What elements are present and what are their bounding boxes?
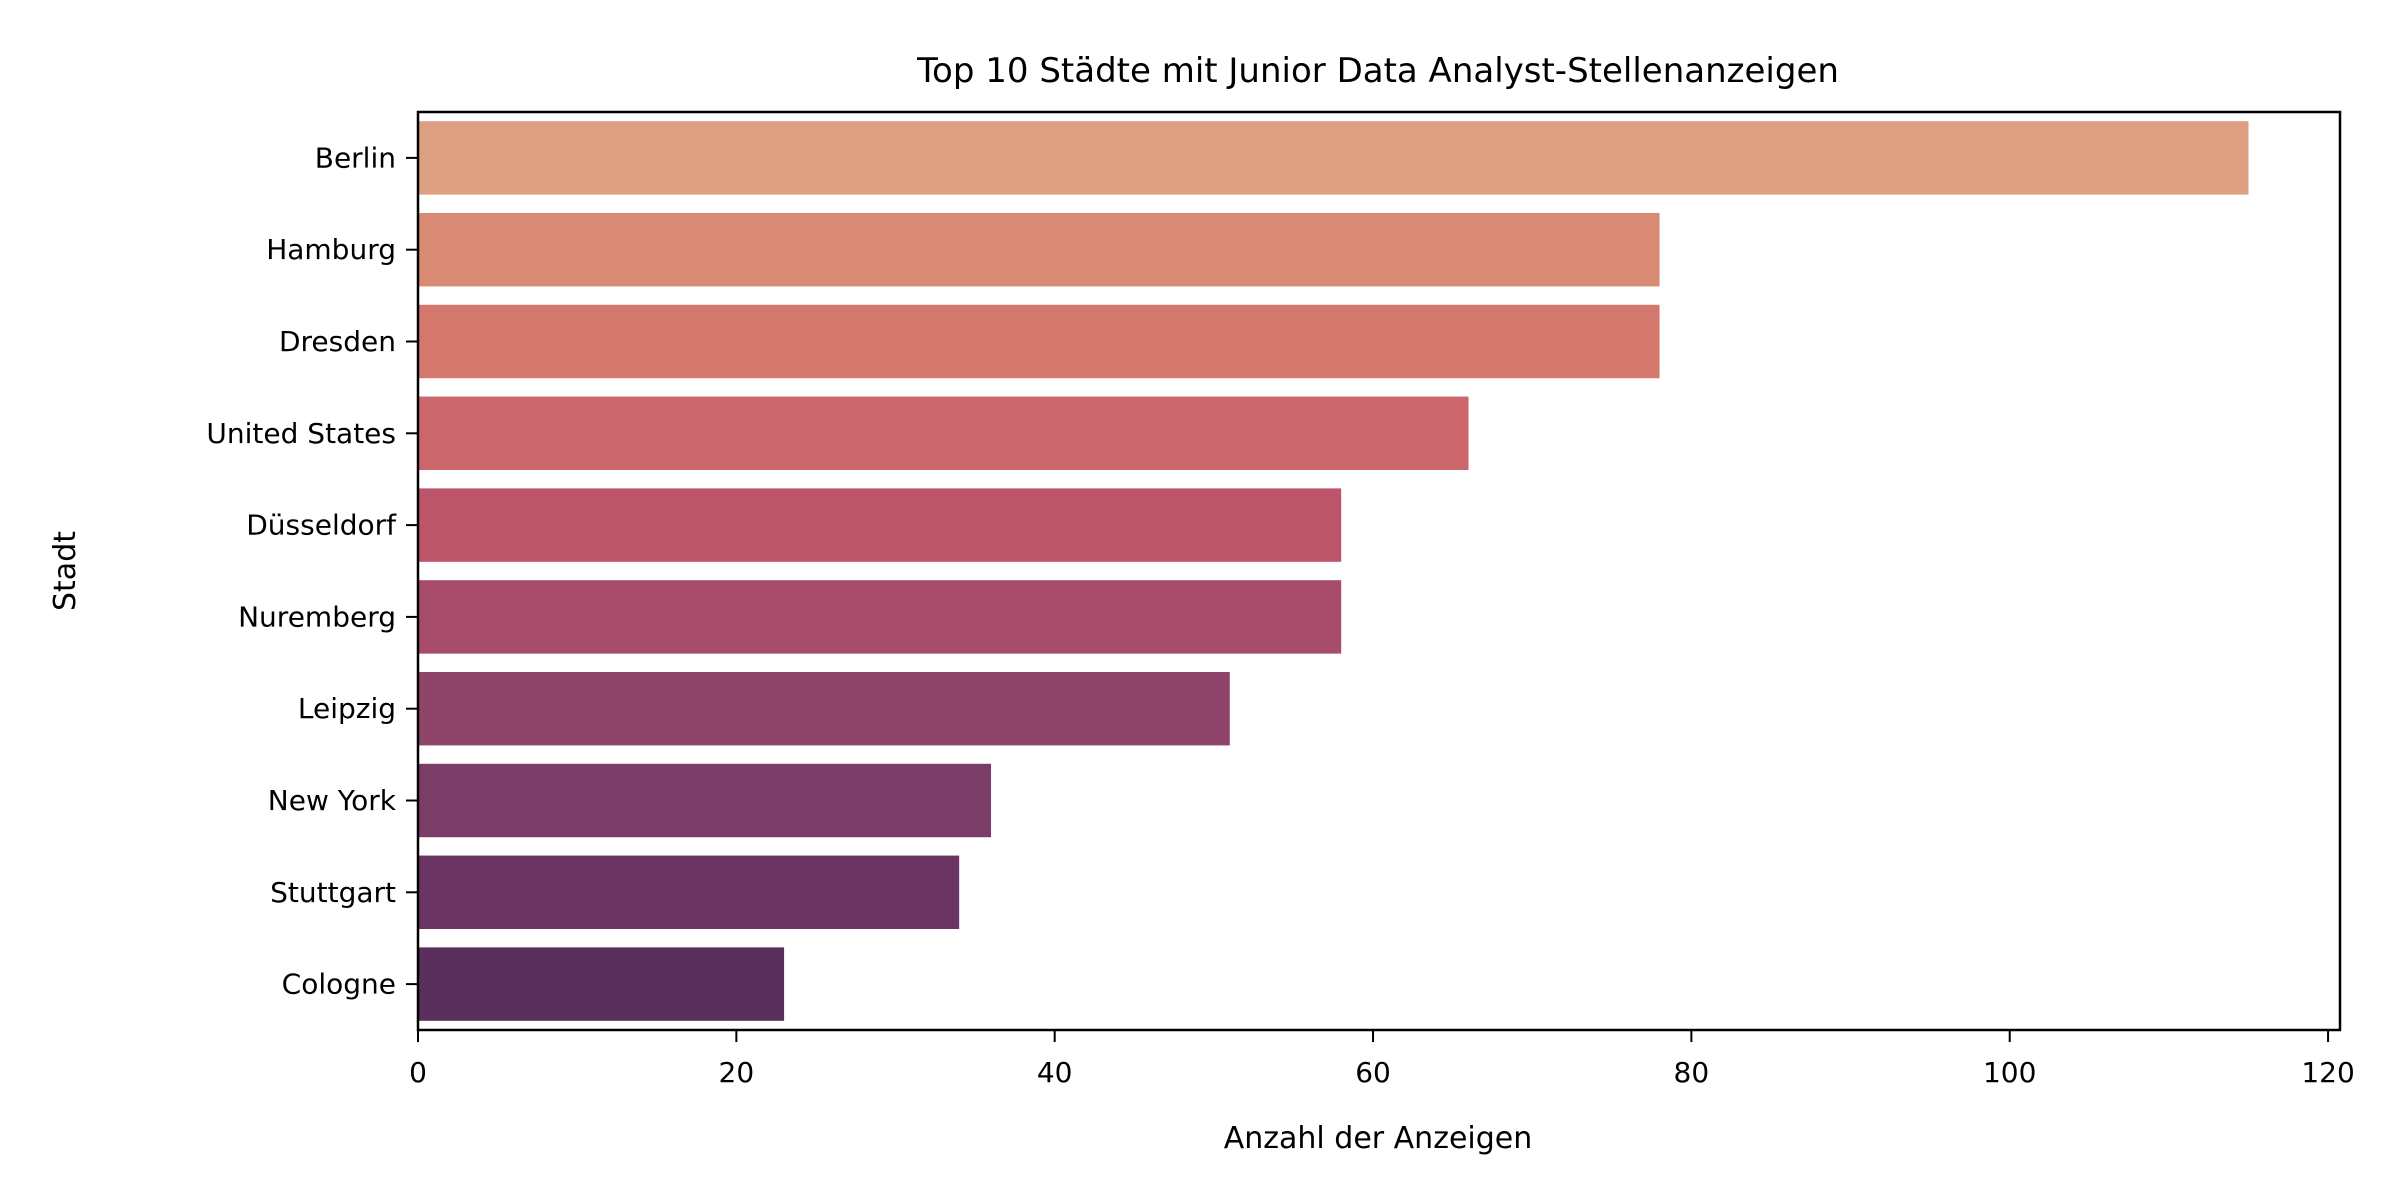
bar-düsseldorf (418, 488, 1342, 562)
bar-dresden (418, 304, 1660, 379)
x-tick-label: 0 (409, 1056, 427, 1089)
y-tick-label: Düsseldorf (246, 509, 397, 542)
bars-layer (418, 121, 2249, 1021)
y-tick-label: Nuremberg (238, 600, 396, 633)
bar-berlin (418, 121, 2249, 195)
y-axis-label: Stadt (48, 531, 83, 611)
bar-stuttgart (418, 855, 960, 930)
y-axis: Berlin Hamburg Dresden United States Düsseld… (206, 141, 418, 1001)
y-tick-label: Cologne (282, 968, 396, 1001)
bar-new-york (418, 763, 992, 838)
chart-title: Top 10 Städte mit Junior Data Analyst-St… (916, 51, 1839, 91)
y-tick-label: Leipzig (298, 692, 396, 725)
y-tick-label: Hamburg (266, 233, 396, 266)
x-tick-label: 100 (1983, 1056, 2036, 1089)
bar-hamburg (418, 212, 1660, 287)
x-tick-label: 40 (1037, 1056, 1073, 1089)
bar-leipzig (418, 671, 1230, 746)
y-tick-label: Stuttgart (270, 876, 396, 909)
x-tick-label: 20 (719, 1056, 755, 1089)
y-tick-label: Dresden (279, 325, 396, 358)
plot-frame (416, 110, 2342, 1032)
bar-united-states (418, 396, 1469, 471)
y-tick-label: Berlin (315, 141, 396, 174)
x-tick-label: 80 (1674, 1056, 1710, 1089)
x-tick-label: 120 (2301, 1056, 2354, 1089)
x-axis: 0 20 40 60 80 100 120 (409, 1030, 2355, 1089)
x-axis-label: Anzahl der Anzeigen (1224, 1121, 1533, 1156)
x-tick-label: 60 (1355, 1056, 1391, 1089)
y-tick-label: New York (268, 784, 397, 817)
y-tick-label: United States (206, 417, 396, 450)
bar-nuremberg (418, 580, 1342, 654)
bar-cologne (418, 947, 785, 1021)
